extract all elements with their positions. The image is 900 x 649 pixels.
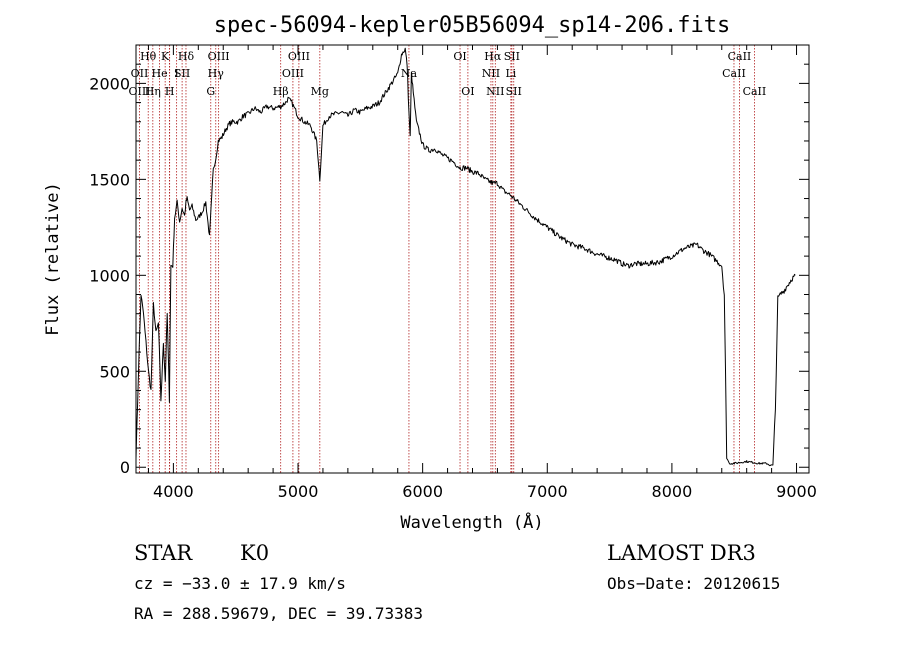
y-tick-label: 0 [120, 458, 130, 477]
line-label: OII [131, 67, 149, 80]
line-label: SII [506, 85, 522, 98]
x-tick-label: 9000 [776, 482, 817, 501]
line-label: CaII [743, 85, 767, 98]
line-label: Hγ [208, 67, 225, 80]
plot-frame [135, 44, 810, 474]
line-label: Hβ [273, 85, 289, 98]
x-tick-label: 6000 [402, 482, 443, 501]
line-label: OIII [288, 50, 310, 63]
x-tick-label: 7000 [527, 482, 568, 501]
line-label: OIII [128, 85, 150, 98]
line-label: K [161, 50, 170, 63]
line-label: I [174, 67, 178, 80]
y-tick-label: 2000 [89, 74, 130, 93]
y-axis-label: Flux (relative) [43, 182, 63, 336]
line-label: Hθ [140, 50, 157, 63]
redshift-value: cz = −33.0 ± 17.9 km/s [134, 574, 346, 593]
chart-title: spec-56094-kepler05B56094_sp14-206.fits [214, 13, 731, 38]
line-label: CaII [728, 50, 752, 63]
line-label: OI [461, 85, 474, 98]
survey-name: LAMOST DR3 [607, 541, 756, 565]
line-label: G [206, 85, 215, 98]
line-label: SII [174, 67, 190, 80]
line-label: Hα [484, 50, 502, 63]
line-label: NII [486, 85, 504, 98]
x-tick-label: 5000 [278, 482, 319, 501]
spectrum-line [135, 47, 796, 467]
line-label: OIII [208, 50, 230, 63]
line-label: SII [504, 50, 520, 63]
x-tick-label: 8000 [652, 482, 693, 501]
y-tick-label: 500 [99, 362, 130, 381]
x-tick-label: 4000 [153, 482, 194, 501]
coordinates: RA = 288.59679, DEC = 39.73383 [134, 604, 423, 623]
line-label: Li [505, 67, 516, 80]
line-label: CaII [722, 67, 746, 80]
line-label: Hδ [178, 50, 195, 63]
line-label: He [152, 67, 168, 80]
line-label: Na [401, 67, 418, 80]
spectrum-series [135, 47, 796, 467]
line-label: OI [453, 50, 466, 63]
line-label: Mg [311, 85, 329, 98]
line-label: NII [482, 67, 500, 80]
line-markers [139, 45, 755, 473]
observation-date: Obs−Date: 20120615 [607, 574, 780, 593]
y-tick-label: 1000 [89, 266, 130, 285]
line-label: OIII [282, 67, 304, 80]
line-label: Hη [145, 85, 161, 98]
axis-ticks: 4000 5000 6000 7000 8000 9000 0 500 1000 1500 2000 [89, 45, 817, 501]
y-tick-label: 1500 [89, 170, 130, 189]
object-class: STAR [134, 541, 193, 565]
object-subclass: K0 [240, 541, 269, 565]
line-label: H [165, 85, 175, 98]
x-axis-label: Wavelength (Å) [400, 511, 543, 533]
